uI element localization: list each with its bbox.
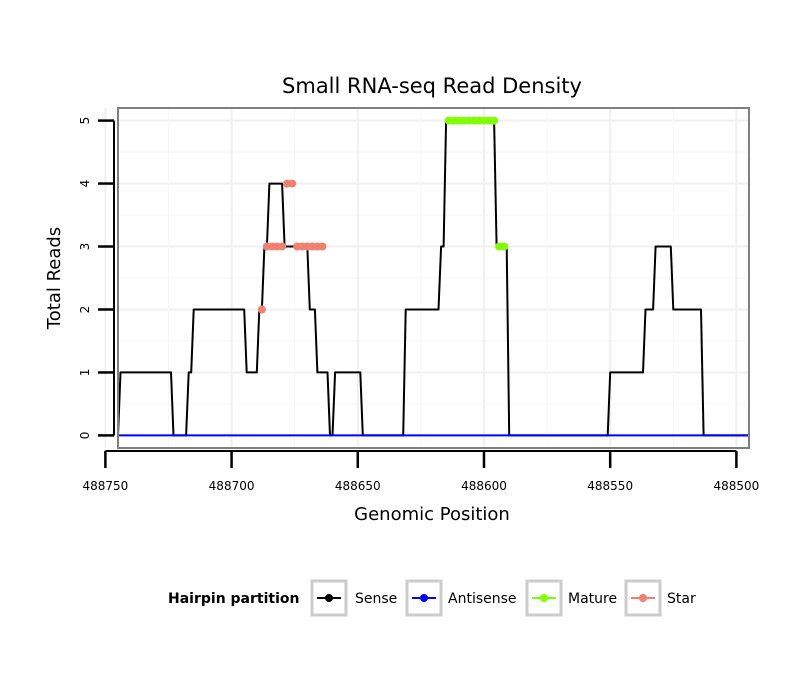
legend-label-star: Star bbox=[667, 591, 696, 607]
x-axis: 488750 488700 488650 488600 488550 488500 bbox=[82, 450, 759, 493]
y-tick-label: 5 bbox=[78, 117, 92, 125]
x-tick-label: 488600 bbox=[461, 479, 507, 493]
point-mature bbox=[500, 242, 509, 251]
legend-label-antisense: Antisense bbox=[448, 591, 517, 607]
point-star bbox=[257, 305, 266, 314]
legend-key-dot bbox=[639, 594, 647, 602]
point-mature bbox=[490, 116, 499, 125]
x-tick-label: 488500 bbox=[713, 479, 759, 493]
point-star bbox=[288, 179, 297, 188]
chart-title: Small RNA-seq Read Density bbox=[282, 74, 582, 98]
y-axis: 0 1 2 3 4 5 bbox=[78, 117, 115, 440]
y-tick-label: 4 bbox=[78, 180, 92, 188]
x-tick-label: 488700 bbox=[209, 479, 255, 493]
legend-key-dot bbox=[540, 594, 548, 602]
plot-panel-border bbox=[117, 107, 750, 449]
series-lines bbox=[117, 119, 749, 437]
series-points bbox=[257, 116, 509, 314]
y-tick-label: 2 bbox=[78, 306, 92, 314]
series-line-sense bbox=[117, 119, 749, 437]
legend: Hairpin partition Sense Antisense Mature St… bbox=[168, 579, 696, 617]
y-tick-label: 3 bbox=[78, 243, 92, 251]
legend-label-sense: Sense bbox=[355, 591, 397, 607]
legend-label-mature: Mature bbox=[568, 591, 617, 607]
y-tick-label: 0 bbox=[78, 432, 92, 440]
legend-key-dot bbox=[420, 594, 428, 602]
y-axis-title: Total Reads bbox=[44, 227, 65, 330]
legend-key-dot bbox=[325, 594, 333, 602]
x-tick-label: 488650 bbox=[335, 479, 381, 493]
x-tick-label: 488550 bbox=[587, 479, 633, 493]
legend-title: Hairpin partition bbox=[168, 591, 299, 607]
y-tick-label: 1 bbox=[78, 369, 92, 377]
x-axis-title: Genomic Position bbox=[354, 504, 510, 525]
point-star bbox=[278, 242, 287, 251]
point-star bbox=[318, 242, 327, 251]
x-tick-label: 488750 bbox=[82, 479, 128, 493]
